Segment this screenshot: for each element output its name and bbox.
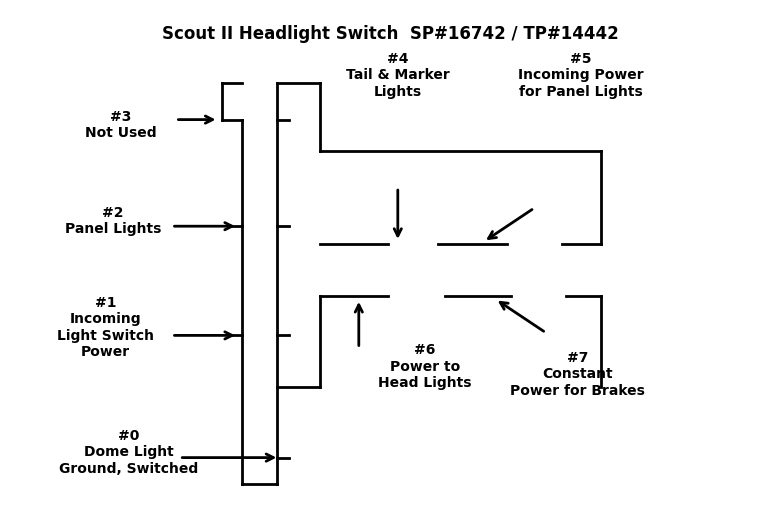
Text: #6
Power to
Head Lights: #6 Power to Head Lights xyxy=(378,343,472,390)
Text: #4
Tail & Marker
Lights: #4 Tail & Marker Lights xyxy=(346,52,450,99)
Text: #7
Constant
Power for Brakes: #7 Constant Power for Brakes xyxy=(510,351,644,398)
Text: #2
Panel Lights: #2 Panel Lights xyxy=(65,206,161,236)
Text: #0
Dome Light
Ground, Switched: #0 Dome Light Ground, Switched xyxy=(59,429,198,476)
Text: #1
Incoming
Light Switch
Power: #1 Incoming Light Switch Power xyxy=(57,296,154,359)
Text: Scout II Headlight Switch  SP#16742 / TP#14442: Scout II Headlight Switch SP#16742 / TP#… xyxy=(161,25,619,43)
Text: #3
Not Used: #3 Not Used xyxy=(85,110,157,140)
Text: #5
Incoming Power
for Panel Lights: #5 Incoming Power for Panel Lights xyxy=(518,52,644,99)
